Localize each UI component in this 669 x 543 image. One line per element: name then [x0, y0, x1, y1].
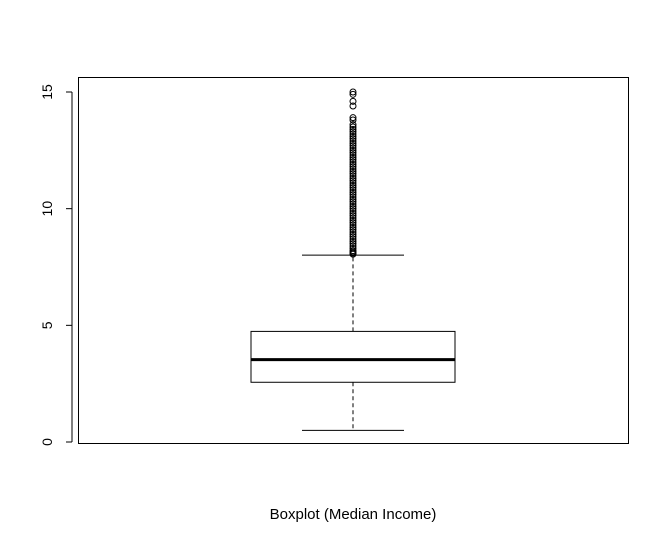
- outlier-point: [349, 128, 357, 136]
- outlier-point: [349, 181, 357, 189]
- outlier-point: [349, 240, 357, 248]
- y-tick-label: 15: [39, 84, 55, 100]
- outlier-point: [349, 146, 357, 154]
- outlier-point: [349, 216, 357, 224]
- outlier-point: [349, 172, 357, 180]
- outlier-point: [349, 151, 357, 159]
- outlier-point: [349, 165, 357, 173]
- outlier-point: [349, 193, 357, 201]
- outlier-point: [349, 235, 357, 243]
- outlier-point: [349, 202, 357, 210]
- outlier-point: [349, 191, 357, 199]
- outlier-point: [349, 170, 357, 178]
- outlier-point: [349, 226, 357, 234]
- outlier-point: [349, 184, 357, 192]
- outlier-point: [349, 123, 357, 131]
- x-axis-title: Boxplot (Median Income): [270, 506, 437, 523]
- outlier-point: [349, 163, 357, 171]
- outlier-point: [349, 135, 357, 143]
- outlier-point: [349, 200, 357, 208]
- outlier-point: [349, 214, 357, 222]
- outlier-point: [349, 205, 357, 213]
- plot-frame: [78, 77, 629, 444]
- outlier-point: [349, 167, 357, 175]
- outlier-point: [349, 221, 357, 229]
- outlier-point: [349, 156, 357, 164]
- outlier-point: [349, 144, 357, 152]
- outlier-point: [349, 149, 357, 157]
- outlier-point: [349, 130, 357, 138]
- outlier-point: [349, 142, 357, 150]
- y-tick-label: 5: [39, 321, 55, 329]
- outlier-point: [349, 207, 357, 215]
- outlier-point: [349, 233, 357, 241]
- outlier-point: [349, 174, 357, 182]
- outlier-point: [349, 188, 357, 196]
- outlier-point: [349, 139, 357, 147]
- outlier-layer: [349, 88, 357, 258]
- outlier-point: [349, 219, 357, 227]
- outlier-point: [349, 158, 357, 166]
- outlier-point: [349, 160, 357, 168]
- outlier-point: [349, 114, 357, 122]
- outlier-point: [349, 186, 357, 194]
- outlier-point: [349, 212, 357, 220]
- outlier-point: [349, 247, 357, 255]
- outlier-point: [349, 228, 357, 236]
- outlier-point: [349, 179, 357, 187]
- outlier-point: [349, 195, 357, 203]
- outlier-point: [349, 121, 357, 129]
- box-layer: [250, 254, 456, 431]
- outlier-point: [349, 244, 357, 252]
- outlier-point: [349, 137, 357, 145]
- outlier-point: [349, 90, 357, 98]
- outlier-point: [349, 242, 357, 250]
- outlier-point: [349, 230, 357, 238]
- outlier-point: [349, 102, 357, 110]
- outlier-point: [349, 132, 357, 140]
- outlier-point: [349, 116, 357, 124]
- outlier-point: [349, 125, 357, 133]
- outlier-point: [349, 198, 357, 206]
- outlier-point: [349, 177, 357, 185]
- y-axis: 0 5 10 15: [39, 84, 73, 446]
- outlier-point: [349, 209, 357, 217]
- outlier-point: [349, 153, 357, 161]
- y-tick-label: 10: [39, 201, 55, 217]
- outlier-point: [349, 237, 357, 245]
- iqr-box: [250, 330, 456, 383]
- outlier-point: [349, 223, 357, 231]
- outlier-point: [349, 88, 357, 96]
- y-tick-label: 0: [39, 438, 55, 446]
- outlier-point: [349, 97, 357, 105]
